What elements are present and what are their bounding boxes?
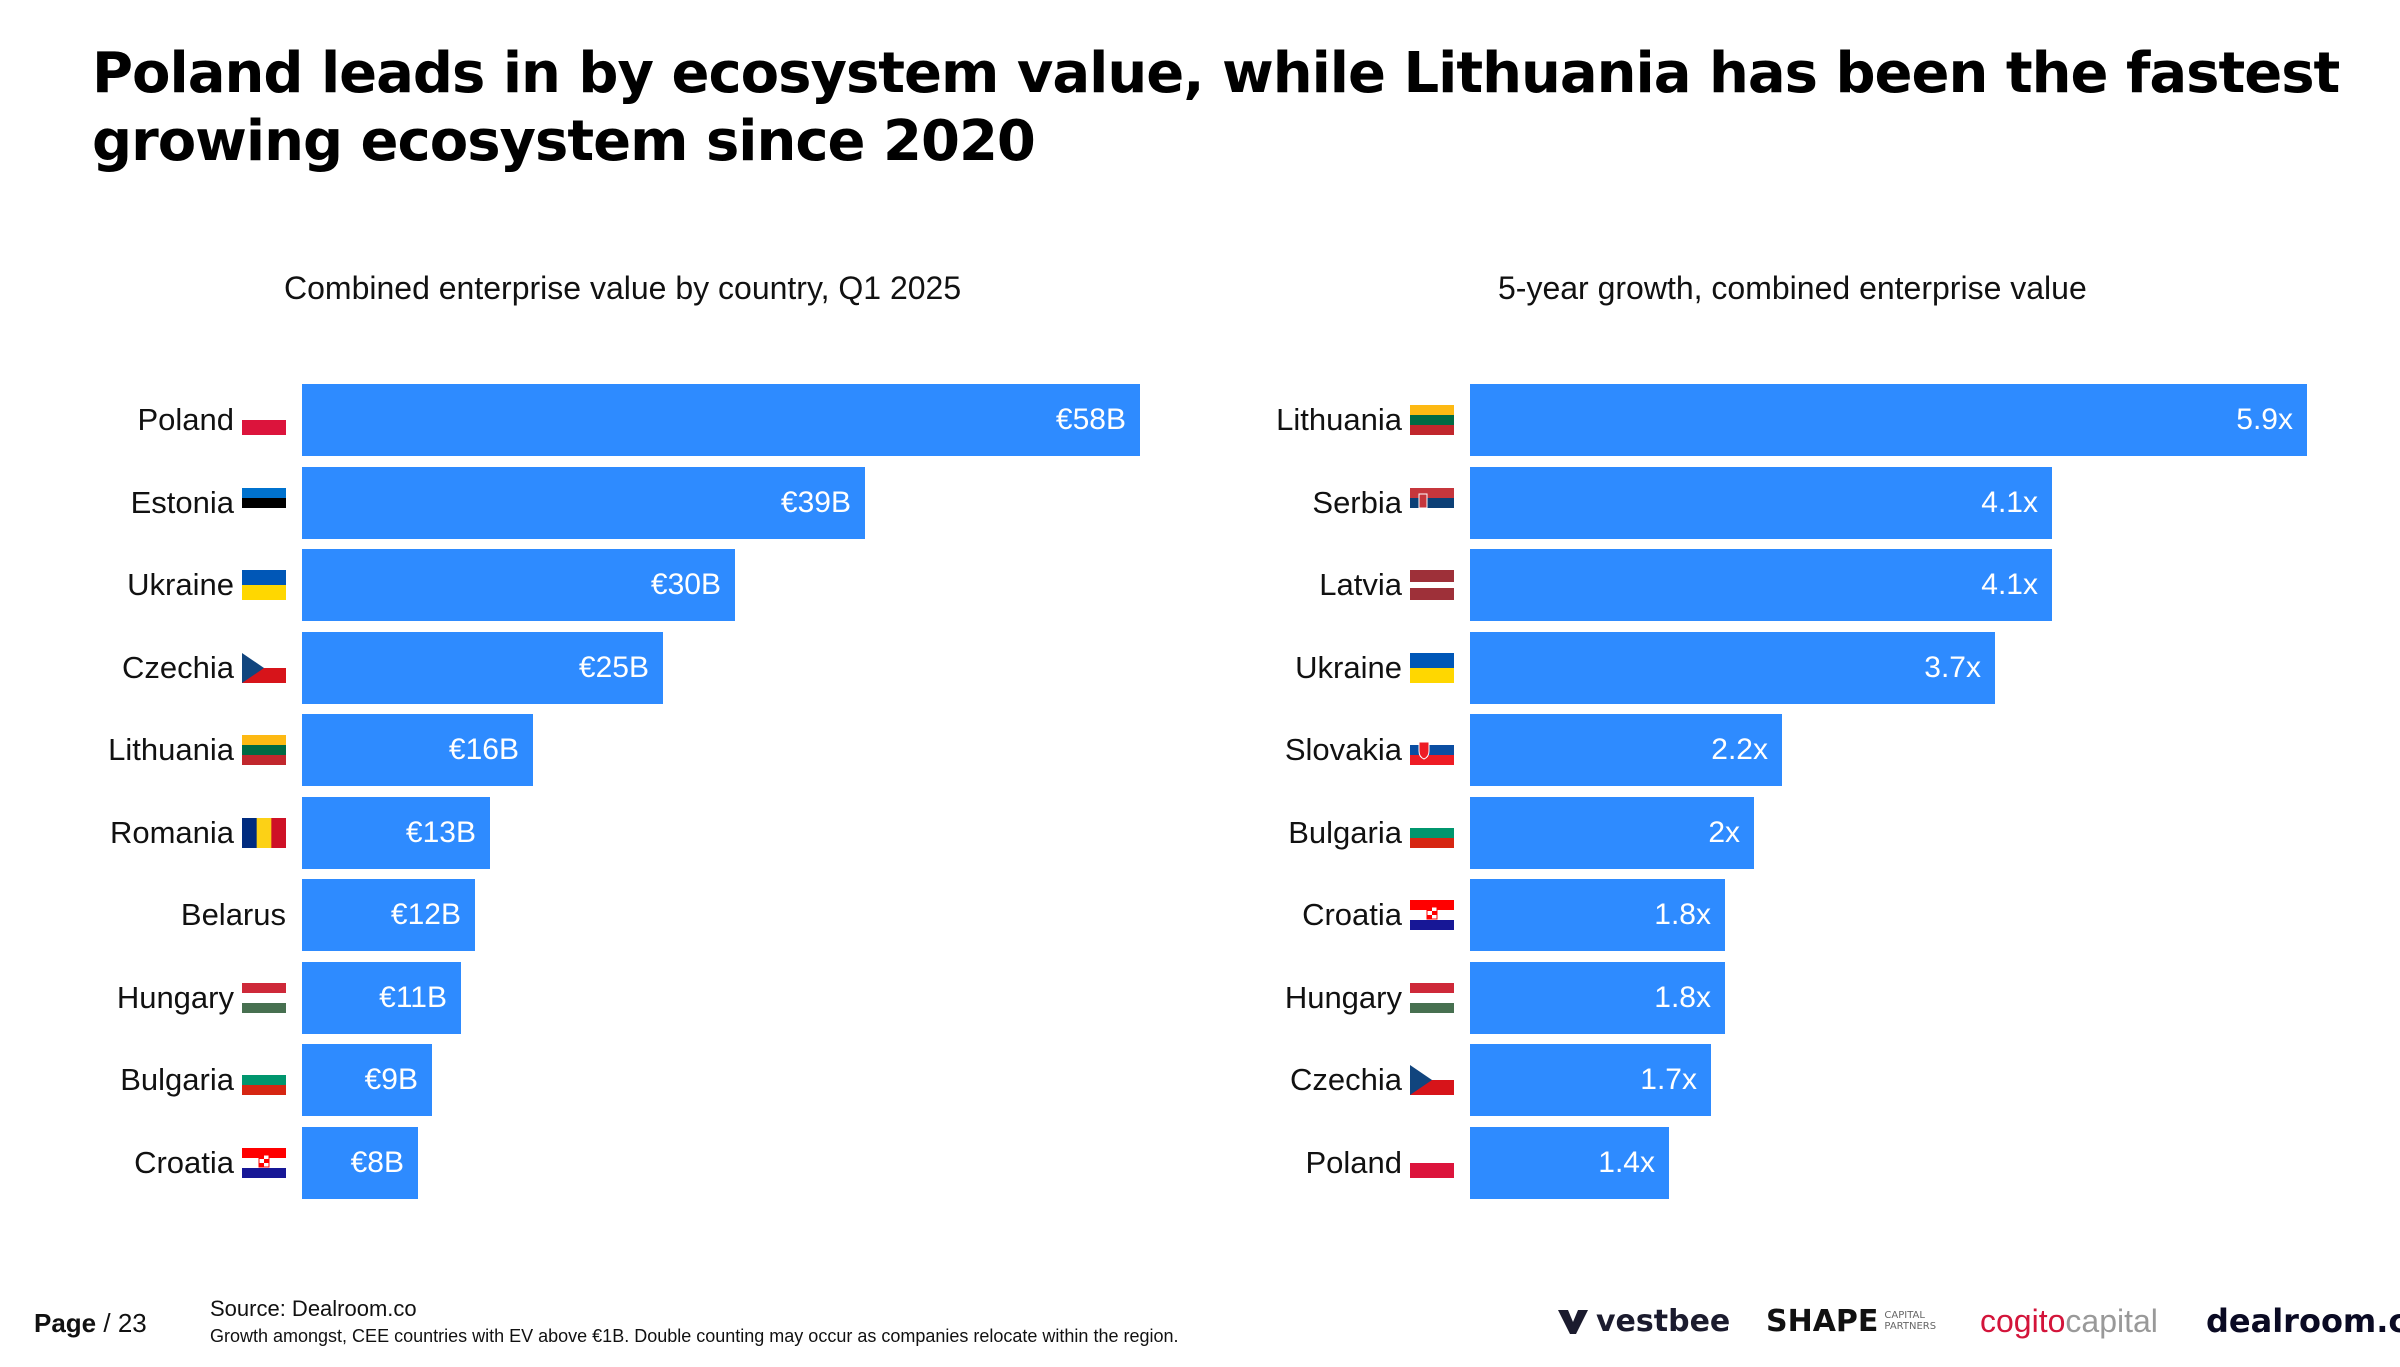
lithuania-flag-icon [1410, 405, 1454, 435]
chart-growth: 5-year growth, combined enterprise value… [1170, 260, 2400, 1220]
data-label: 1.4x [1598, 1145, 1655, 1179]
category-label: Latvia [1319, 567, 1402, 602]
data-label: €39B [780, 485, 851, 519]
bar: 2.2x [1470, 714, 1782, 786]
chart-title: 5-year growth, combined enterprise value [1498, 270, 2087, 306]
cogito-logo: cogito capital [1980, 1302, 2158, 1339]
dealroom-logo: dealroom.co [2206, 1302, 2400, 1340]
source-text: Source: Dealroom.co [210, 1296, 417, 1321]
data-label: 5.9x [2236, 403, 2293, 436]
data-label: €58B [1055, 403, 1126, 436]
bar: 2x [1470, 796, 1754, 869]
data-label: 1.8x [1654, 980, 1711, 1014]
category-label: Poland [1305, 1144, 1402, 1180]
bar: €9B [302, 1044, 432, 1116]
category-label: Lithuania [1276, 402, 1402, 437]
category-label: Slovakia [1284, 732, 1402, 767]
data-label: 4.1x [1981, 485, 2038, 519]
czechia-flag-icon [1410, 1065, 1454, 1095]
category-label: Bulgaria [1288, 814, 1402, 850]
data-label: €13B [405, 815, 476, 849]
ukraine-flag-icon [1410, 652, 1454, 683]
estonia-flag-icon [242, 487, 286, 518]
data-label: €9B [364, 1063, 418, 1096]
poland-flag-icon [242, 405, 286, 435]
category-label: Croatia [134, 1144, 234, 1180]
bar: €11B [302, 961, 461, 1034]
bar: 5.9x [1470, 384, 2307, 456]
footnote-text: Growth amongst, CEE countries with EV ab… [210, 1326, 1179, 1346]
data-label: 2.2x [1711, 733, 1768, 766]
bar: 1.8x [1470, 879, 1725, 951]
latvia-flag-icon [1410, 570, 1454, 600]
plot-area: Poland €58B Estonia €39B Ukraine €30B Czechia €… [0, 260, 1200, 1220]
bulgaria-flag-icon [1410, 817, 1454, 848]
vestbee-mark-icon [1558, 1310, 1588, 1334]
plot-area: Lithuania 5.9x Serbia 4.1x Latvia 4.1x Ukraine… [1170, 260, 2400, 1220]
bar: €8B [302, 1126, 418, 1199]
data-label: €11B [379, 980, 447, 1014]
chart-enterprise-value: Combined enterprise value by country, Q1… [0, 260, 1200, 1220]
data-label: 1.8x [1654, 898, 1711, 931]
croatia-flag-icon [242, 1147, 286, 1178]
shape-logo: SHAPE CAPITAL PARTNERS [1766, 1303, 1937, 1339]
czechia-flag-icon [242, 652, 286, 683]
data-label: €25B [578, 650, 649, 684]
category-label: Croatia [1302, 897, 1402, 932]
data-label: €30B [650, 568, 721, 601]
bar: 4.1x [1470, 466, 2052, 539]
data-label: 3.7x [1924, 650, 1981, 684]
bar: €13B [302, 796, 490, 869]
data-label: 4.1x [1981, 568, 2038, 601]
bar: €30B [302, 549, 735, 621]
slovakia-flag-icon [1410, 735, 1454, 765]
poland-flag-icon [1410, 1147, 1454, 1178]
lithuania-flag-icon [242, 735, 286, 765]
croatia-flag-icon [1410, 900, 1454, 930]
data-label: 2x [1708, 815, 1740, 849]
bar: 1.7x [1470, 1044, 1711, 1116]
category-label: Bulgaria [120, 1062, 234, 1097]
chart-title: Combined enterprise value by country, Q1… [284, 270, 962, 306]
category-label: Estonia [130, 484, 234, 520]
page-label: Page [34, 1308, 97, 1338]
bar: 4.1x [1470, 549, 2052, 621]
category-label: Lithuania [108, 732, 234, 767]
ukraine-flag-icon [242, 570, 286, 600]
bar: €58B [302, 384, 1140, 456]
page-count: / 23 [103, 1308, 147, 1338]
category-label: Belarus [180, 897, 286, 932]
data-label: €16B [448, 733, 519, 766]
category-label: Hungary [116, 979, 234, 1015]
bar: 1.4x [1470, 1126, 1669, 1199]
bulgaria-flag-icon [242, 1065, 286, 1095]
bar: €39B [302, 466, 865, 539]
category-label: Ukraine [127, 567, 234, 602]
bar: €25B [302, 631, 663, 704]
bar: 1.8x [1470, 961, 1725, 1034]
category-label: Romania [109, 814, 234, 850]
romania-flag-icon [242, 817, 286, 848]
data-label: €12B [390, 898, 461, 931]
data-label: 1.7x [1640, 1063, 1697, 1096]
page-title: Poland leads in by ecosystem value, whil… [92, 41, 2340, 174]
bar: 3.7x [1470, 631, 1995, 704]
bar: €12B [302, 879, 475, 951]
category-label: Poland [137, 402, 234, 437]
category-label: Czechia [1290, 1062, 1402, 1097]
category-label: Ukraine [1295, 649, 1402, 685]
category-label: Hungary [1284, 979, 1402, 1015]
serbia-flag-icon [1410, 487, 1454, 518]
hungary-flag-icon [242, 982, 286, 1013]
hungary-flag-icon [1410, 982, 1454, 1013]
page-number: Page / 23 [34, 1308, 147, 1339]
bar: €16B [302, 714, 533, 786]
category-label: Serbia [1312, 484, 1402, 520]
category-label: Czechia [122, 649, 234, 685]
data-label: €8B [350, 1145, 404, 1179]
vestbee-logo: vestbee [1556, 1296, 1730, 1346]
